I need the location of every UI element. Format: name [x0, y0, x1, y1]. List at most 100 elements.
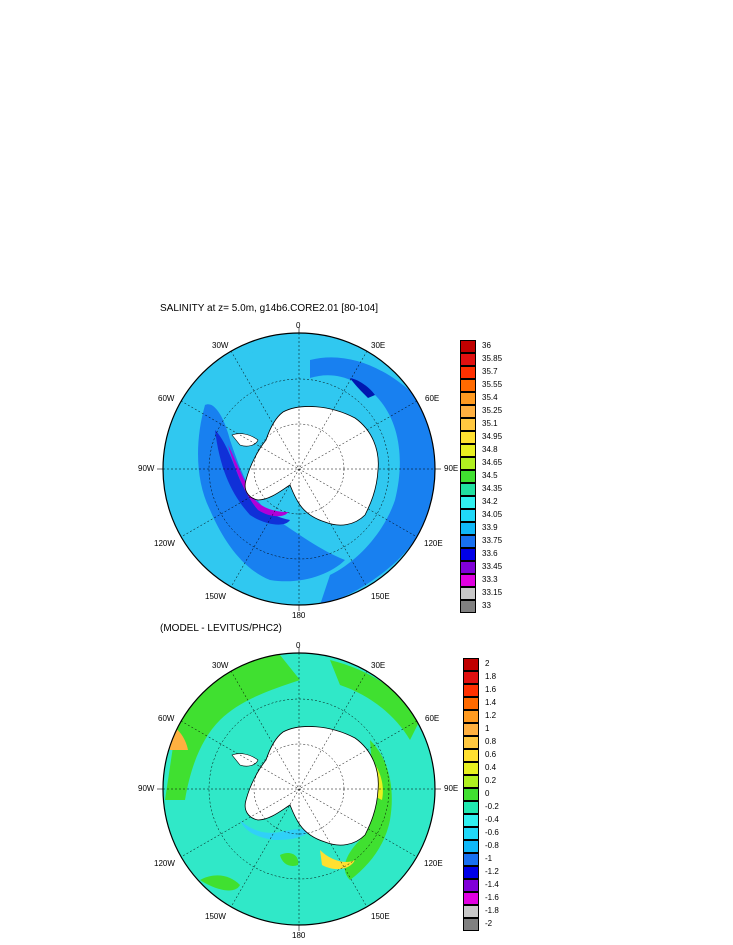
bottom-colorbar-swatch	[463, 684, 479, 697]
top-colorbar-swatch	[460, 600, 476, 613]
top-lon-30e: 30E	[371, 341, 386, 350]
top-lon-60e: 60E	[425, 394, 440, 403]
top-colorbar-label: 36	[482, 341, 491, 350]
bottom-colorbar-swatch	[463, 840, 479, 853]
top-colorbar-label: 34.05	[482, 510, 503, 519]
bottom-colorbar-swatch	[463, 827, 479, 840]
bottom-colorbar-swatch	[463, 788, 479, 801]
bottom-colorbar-swatch	[463, 801, 479, 814]
top-colorbar-swatch	[460, 496, 476, 509]
bottom-colorbar-swatch	[463, 697, 479, 710]
bottom-colorbar-label: -1.6	[485, 893, 499, 902]
top-colorbar-swatch	[460, 379, 476, 392]
bottom-colorbar-label: -0.8	[485, 841, 499, 850]
top-panel-title: SALINITY at z= 5.0m, g14b6.CORE2.01 [80-…	[160, 303, 378, 314]
bottom-anomaly-map	[163, 653, 435, 925]
bottom-colorbar-swatch	[463, 749, 479, 762]
top-colorbar-label: 35.25	[482, 406, 503, 415]
top-colorbar-swatch	[460, 548, 476, 561]
bottom-colorbar-label: 1	[485, 724, 490, 733]
top-lon-0: 0	[296, 321, 301, 330]
bottom-lon-90w: 90W	[138, 784, 155, 793]
top-lon-150w: 150W	[205, 592, 226, 601]
bottom-colorbar-label: 1.6	[485, 685, 497, 694]
top-colorbar-swatch	[460, 574, 476, 587]
top-lon-90e: 90E	[444, 464, 459, 473]
top-colorbar-label: 34.2	[482, 497, 498, 506]
bottom-lon-30e: 30E	[371, 661, 386, 670]
bottom-colorbar-label: 1.2	[485, 711, 497, 720]
bottom-colorbar-label: -1.4	[485, 880, 499, 889]
bottom-colorbar-label: 1.8	[485, 672, 497, 681]
top-colorbar-swatch	[460, 444, 476, 457]
top-colorbar-label: 34.35	[482, 484, 503, 493]
top-lon-120w: 120W	[154, 539, 175, 548]
bottom-colorbar-swatch	[463, 775, 479, 788]
top-lon-30w: 30W	[212, 341, 229, 350]
bottom-colorbar-label: 0.6	[485, 750, 497, 759]
bottom-lon-120w: 120W	[154, 859, 175, 868]
bottom-lon-30w: 30W	[212, 661, 229, 670]
top-colorbar-label: 35.55	[482, 380, 503, 389]
bottom-colorbar-label: 0.8	[485, 737, 497, 746]
bottom-colorbar-label: -0.6	[485, 828, 499, 837]
top-colorbar-label: 35.7	[482, 367, 498, 376]
bottom-colorbar-label: 0.2	[485, 776, 497, 785]
top-colorbar-swatch	[460, 431, 476, 444]
top-colorbar-swatch	[460, 457, 476, 470]
bottom-lon-150e: 150E	[371, 912, 390, 921]
bottom-colorbar-swatch	[463, 879, 479, 892]
top-colorbar-label: 35.4	[482, 393, 498, 402]
bottom-colorbar-swatch	[463, 905, 479, 918]
top-colorbar-label: 33.45	[482, 562, 503, 571]
bottom-colorbar-label: -1.2	[485, 867, 499, 876]
bottom-colorbar-swatch	[463, 866, 479, 879]
bottom-lon-180: 180	[292, 931, 306, 940]
top-lon-180: 180	[292, 611, 306, 620]
bottom-colorbar-swatch	[463, 892, 479, 905]
top-colorbar-swatch	[460, 418, 476, 431]
top-colorbar-swatch	[460, 405, 476, 418]
top-colorbar-label: 34.65	[482, 458, 503, 467]
top-colorbar-swatch	[460, 340, 476, 353]
top-colorbar-label: 34.8	[482, 445, 498, 454]
top-lon-120e: 120E	[424, 539, 443, 548]
top-colorbar-label: 33.15	[482, 588, 503, 597]
top-colorbar-label: 34.5	[482, 471, 498, 480]
top-colorbar-swatch	[460, 470, 476, 483]
top-colorbar-swatch	[460, 366, 476, 379]
bottom-lon-60w: 60W	[158, 714, 175, 723]
top-colorbar-swatch	[460, 522, 476, 535]
bottom-lon-60e: 60E	[425, 714, 440, 723]
bottom-colorbar-swatch	[463, 671, 479, 684]
bottom-colorbar-label: -2	[485, 919, 493, 928]
bottom-colorbar-label: 1.4	[485, 698, 497, 707]
bottom-colorbar-swatch	[463, 918, 479, 931]
bottom-lon-150w: 150W	[205, 912, 226, 921]
bottom-colorbar-label: -0.4	[485, 815, 499, 824]
top-colorbar-label: 34.95	[482, 432, 503, 441]
top-lon-60w: 60W	[158, 394, 175, 403]
bottom-colorbar-swatch	[463, 762, 479, 775]
top-colorbar-swatch	[460, 535, 476, 548]
bottom-colorbar-label: -0.2	[485, 802, 499, 811]
bottom-panel-title: (MODEL - LEVITUS/PHC2)	[160, 623, 282, 634]
bottom-colorbar-swatch	[463, 658, 479, 671]
bottom-colorbar-label: 2	[485, 659, 490, 668]
top-colorbar-label: 33.3	[482, 575, 498, 584]
top-colorbar-swatch	[460, 561, 476, 574]
top-map-field	[163, 333, 435, 605]
top-colorbar-swatch	[460, 392, 476, 405]
top-lon-150e: 150E	[371, 592, 390, 601]
top-colorbar-label: 33.75	[482, 536, 503, 545]
top-colorbar-label: 35.1	[482, 419, 498, 428]
top-colorbar-label: 33	[482, 601, 491, 610]
top-colorbar-swatch	[460, 353, 476, 366]
bottom-colorbar-swatch	[463, 814, 479, 827]
bottom-colorbar-label: -1	[485, 854, 493, 863]
top-colorbar-swatch	[460, 483, 476, 496]
bottom-colorbar-label: 0	[485, 789, 490, 798]
bottom-colorbar-label: -1.8	[485, 906, 499, 915]
bottom-colorbar-swatch	[463, 853, 479, 866]
